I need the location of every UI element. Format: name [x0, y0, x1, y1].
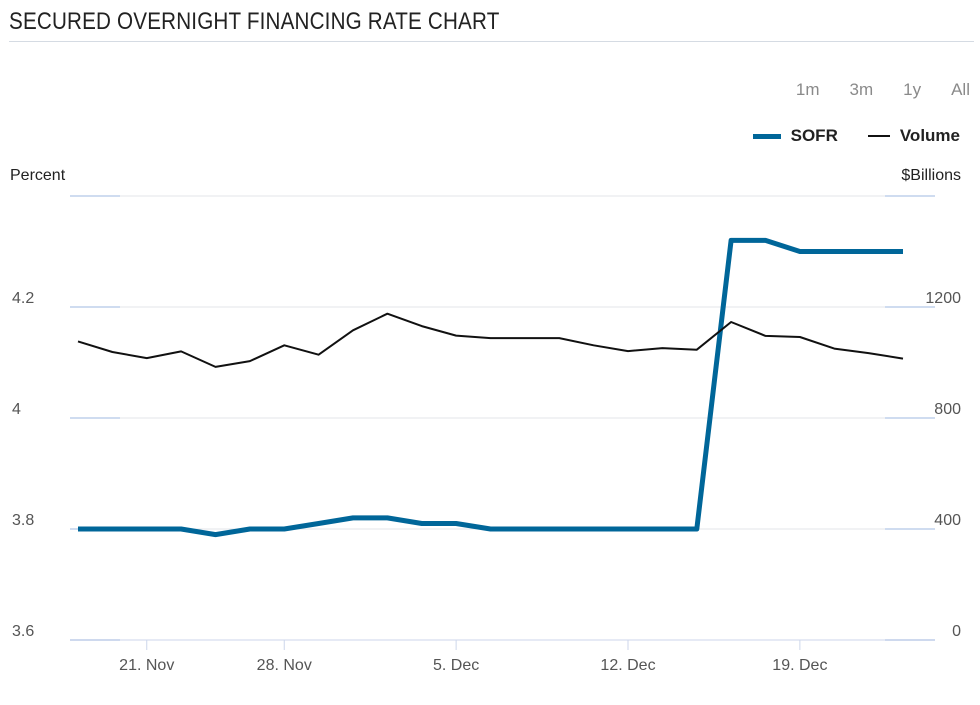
- legend: SOFR Volume: [752, 126, 960, 146]
- range-1y-button[interactable]: 1y: [903, 80, 922, 99]
- left-tick-label: 4: [12, 401, 21, 418]
- right-tick-label: 0: [952, 623, 961, 640]
- x-tick-label: 12. Dec: [600, 657, 655, 674]
- x-tick-label: 19. Dec: [772, 657, 827, 674]
- left-axis-title: Percent: [10, 167, 66, 184]
- right-axis-title: $Billions: [901, 167, 961, 184]
- series-line-volume: [77, 312, 904, 368]
- series-line-sofr: [78, 237, 903, 538]
- x-tick-label: 21. Nov: [119, 657, 174, 674]
- right-tick-label: 1200: [925, 290, 961, 307]
- legend-label-volume: Volume: [899, 126, 960, 145]
- range-all-button[interactable]: All: [951, 80, 970, 99]
- legend-item-sofr[interactable]: SOFR: [752, 126, 838, 146]
- sofr-swatch: [752, 133, 781, 139]
- right-tick-label: 800: [934, 401, 961, 418]
- legend-label-sofr: SOFR: [790, 126, 838, 145]
- range-selector: 1m 3m 1y All: [796, 80, 970, 100]
- volume-swatch: [867, 135, 890, 137]
- left-tick-label: 3.8: [12, 512, 34, 529]
- left-tick-label: 4.2: [12, 290, 34, 307]
- range-3m-button[interactable]: 3m: [849, 80, 874, 99]
- range-1m-button[interactable]: 1m: [795, 80, 820, 99]
- right-tick-label: 400: [934, 512, 961, 529]
- x-tick-label: 28. Nov: [257, 657, 312, 674]
- title-divider: [9, 41, 974, 42]
- left-tick-label: 3.6: [12, 623, 34, 640]
- page-title: SECURED OVERNIGHT FINANCING RATE CHART: [9, 8, 500, 35]
- x-tick-label: 5. Dec: [433, 657, 479, 674]
- legend-item-volume[interactable]: Volume: [867, 126, 960, 146]
